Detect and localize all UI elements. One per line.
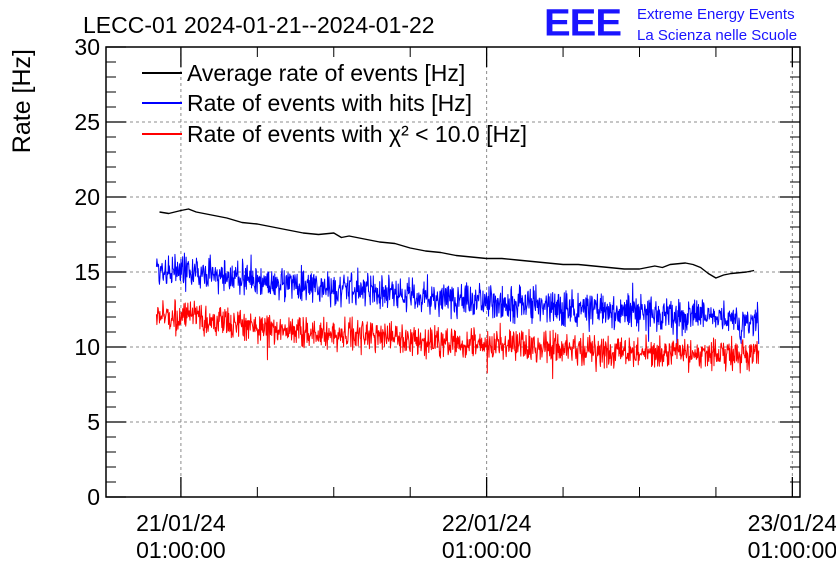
- y-tick-label: 25: [74, 109, 100, 135]
- y-tick-label: 15: [74, 259, 100, 285]
- series-line-1: [155, 252, 760, 353]
- y-tick-label: 5: [87, 409, 100, 435]
- legend-label-2: Rate of events with χ² < 10.0 [Hz]: [187, 121, 527, 147]
- series-line-0: [159, 208, 755, 279]
- legend-label-1: Rate of events with hits [Hz]: [187, 90, 472, 116]
- y-tick-label: 0: [87, 484, 100, 510]
- legend: Average rate of events [Hz] Rate of event…: [142, 60, 527, 147]
- logo-line-1: Extreme Energy Events: [637, 6, 795, 23]
- series-lines: [155, 208, 760, 380]
- y-axis-label: Rate [Hz]: [8, 49, 36, 153]
- chart-title: LECC-01 2024-01-21--2024-01-22: [83, 12, 435, 38]
- x-tick-label-date: 22/01/24: [442, 510, 532, 536]
- eee-logo-mark: EEE: [544, 2, 622, 44]
- series-line-2: [155, 299, 760, 380]
- legend-label-0: Average rate of events [Hz]: [187, 60, 465, 86]
- x-tick-label-time: 01:00:00: [748, 537, 836, 563]
- y-tick-label: 20: [74, 184, 100, 210]
- axes: 05101520253021/01/2401:00:0022/01/2401:0…: [74, 34, 836, 563]
- x-tick-label-date: 23/01/24: [748, 510, 836, 536]
- y-tick-label: 10: [74, 334, 100, 360]
- x-tick-label-time: 01:00:00: [442, 537, 532, 563]
- x-tick-label-time: 01:00:00: [136, 537, 226, 563]
- logo-line-2: La Scienza nelle Scuole: [637, 27, 798, 44]
- y-tick-label: 30: [74, 34, 100, 60]
- x-tick-label-date: 21/01/24: [136, 510, 226, 536]
